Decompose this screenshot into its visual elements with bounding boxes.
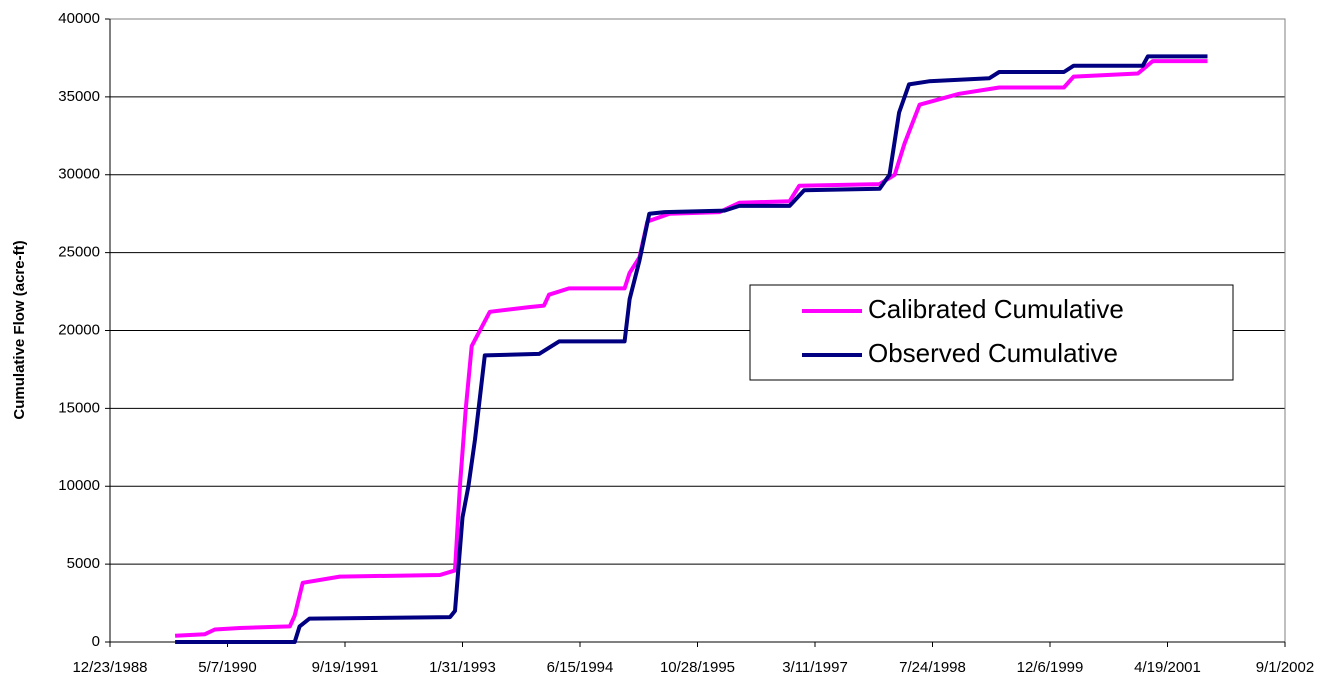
data-line [174, 59, 1208, 638]
x-tick-label: 12/6/1999 [1017, 659, 1084, 676]
y-axis-label: Cumulative Flow (acre-ft) [11, 240, 28, 419]
x-tick-label: 5/7/1990 [198, 659, 256, 676]
x-tick-label: 3/11/1997 [782, 659, 848, 676]
x-tick-label: 6/15/1994 [547, 659, 614, 676]
legend-label: Observed Cumulative [868, 338, 1118, 368]
y-tick-label: 0 [92, 633, 100, 650]
y-tick-label: 15000 [58, 399, 100, 416]
y-tick-label: 35000 [58, 88, 100, 105]
x-tick-label: 7/24/1998 [899, 659, 966, 676]
x-tick-label: 9/19/1991 [312, 659, 379, 676]
data-line [175, 54, 1208, 644]
y-tick-label: 25000 [58, 244, 100, 261]
x-tick-label: 10/28/1995 [660, 659, 735, 676]
legend-label: Calibrated Cumulative [868, 294, 1124, 324]
legend-box [749, 284, 1234, 381]
x-tick-label: 12/23/1988 [72, 659, 147, 676]
y-tick-label: 5000 [67, 555, 100, 572]
x-tick-label: 1/31/1993 [429, 659, 496, 676]
y-tick-label: 10000 [58, 477, 100, 494]
x-tick-label: 4/19/2001 [1134, 659, 1201, 676]
y-tick-label: 20000 [58, 321, 100, 338]
y-tick-label: 40000 [58, 10, 100, 27]
y-tick-label: 30000 [58, 166, 100, 183]
x-tick-label: 9/1/2002 [1256, 659, 1314, 676]
